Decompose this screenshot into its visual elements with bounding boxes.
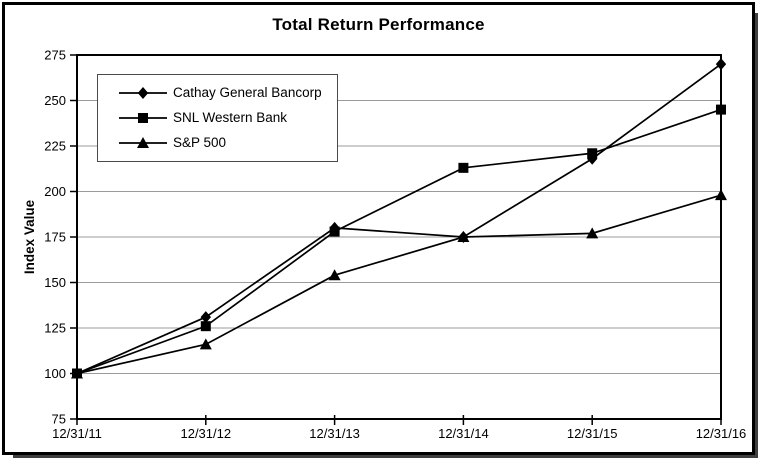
y-tick-label: 125 <box>44 321 66 336</box>
y-tick-label: 100 <box>44 366 66 381</box>
data-point-cathay-general-bancorp-1 <box>200 311 211 324</box>
diamond-marker-icon <box>119 87 167 99</box>
data-point-s-p-500-5 <box>715 189 727 201</box>
y-tick-label: 275 <box>44 48 66 63</box>
legend-label: SNL Western Bank <box>173 110 288 125</box>
y-axis-title: Index Value <box>22 199 37 274</box>
chart-title: Total Return Performance <box>272 15 485 34</box>
triangle-marker-icon <box>119 137 167 148</box>
chart-frame: Total Return Performance 75 100 125 150 175 2… <box>2 2 755 455</box>
legend-label: Cathay General Bancorp <box>173 85 322 100</box>
x-tick-label: 12/31/15 <box>567 426 618 441</box>
data-point-s-p-500-0 <box>71 367 83 379</box>
square-marker-icon <box>119 113 167 123</box>
y-tick-label: 75 <box>52 412 66 427</box>
x-tick-label: 12/31/13 <box>309 426 360 441</box>
data-point-snl-western-bank-4 <box>587 148 598 159</box>
y-tick-label: 200 <box>44 184 66 199</box>
legend: Cathay General Bancorp SNL Western Bank S&… <box>97 74 338 162</box>
legend-item: Cathay General Bancorp <box>119 86 337 100</box>
data-point-s-p-500-3 <box>457 231 470 242</box>
x-tick-label: 12/31/14 <box>438 426 489 441</box>
x-tick-label: 12/31/12 <box>180 426 231 441</box>
x-tick-label: 12/31/16 <box>696 426 747 441</box>
legend-label: S&P 500 <box>173 135 227 150</box>
data-point-snl-western-bank-3 <box>458 162 469 173</box>
plot-area: 75 100 125 150 175 200 225 250 275 12/31/11 12/31/… <box>22 48 747 442</box>
series-line-cathay-general-bancorp <box>76 63 722 375</box>
data-point-cathay-general-bancorp-4 <box>587 152 598 165</box>
series-line-s-p-500 <box>76 194 722 375</box>
y-tick-label: 175 <box>44 230 66 245</box>
data-point-snl-western-bank-5 <box>716 104 726 115</box>
legend-item: S&P 500 <box>119 136 337 150</box>
data-point-s-p-500-4 <box>586 227 599 239</box>
data-point-snl-western-bank-2 <box>329 226 340 237</box>
y-tick-label: 150 <box>44 275 66 290</box>
data-point-s-p-500-1 <box>199 338 212 350</box>
data-point-s-p-500-2 <box>328 269 341 281</box>
x-tick-label: 12/31/11 <box>52 426 102 441</box>
y-tick-label: 250 <box>44 93 66 108</box>
data-point-cathay-general-bancorp-5 <box>715 58 727 71</box>
data-point-snl-western-bank-1 <box>200 321 211 332</box>
series-line-snl-western-bank <box>76 108 722 375</box>
legend-item: SNL Western Bank <box>119 111 337 125</box>
y-tick-label: 225 <box>44 139 66 154</box>
